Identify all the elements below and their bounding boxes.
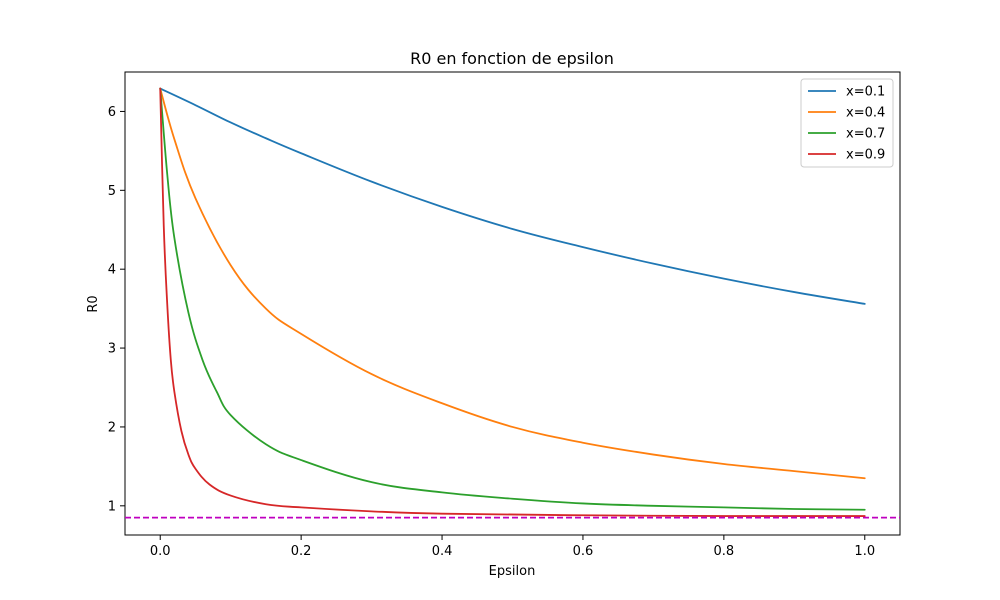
- series-line-2: [159, 87, 866, 480]
- series-line-3: [159, 87, 866, 511]
- series-layer: [159, 87, 866, 517]
- y-axis: 1 2 3 4 5 6: [108, 105, 125, 514]
- legend-label-2: x=0.4: [846, 106, 885, 121]
- y-tick-label: 3: [108, 342, 116, 357]
- legend-box: [800, 78, 894, 168]
- series-line-4: [159, 87, 866, 517]
- legend-label-4: x=0.9: [846, 148, 885, 163]
- y-tick-label: 1: [108, 499, 116, 514]
- y-tick-label: 2: [108, 420, 116, 435]
- x-tick-label: 0.4: [432, 544, 453, 559]
- x-tick-label: 0.6: [573, 544, 594, 559]
- x-tick-label: 0.0: [150, 544, 171, 559]
- y-tick-label: 4: [108, 263, 116, 278]
- legend-label-1: x=0.1: [846, 85, 885, 100]
- x-tick-label: 0.8: [714, 544, 735, 559]
- y-tick-label: 5: [108, 184, 116, 199]
- plot-frame: [124, 71, 901, 536]
- legend-label-3: x=0.7: [846, 127, 885, 142]
- series-line-1: [159, 87, 866, 305]
- plot-area: [124, 71, 901, 536]
- x-axis: 0.0 0.2 0.4 0.6 0.8 1.0: [150, 535, 875, 559]
- x-axis-label: Epsilon: [489, 564, 536, 579]
- legend: x=0.1 x=0.4 x=0.7 x=0.9: [800, 78, 894, 168]
- y-tick-label: 6: [108, 105, 116, 120]
- y-axis-label: R0: [86, 295, 101, 312]
- chart-title: R0 en fonction de epsilon: [410, 49, 614, 68]
- x-tick-label: 0.2: [291, 544, 312, 559]
- x-tick-label: 1.0: [854, 544, 875, 559]
